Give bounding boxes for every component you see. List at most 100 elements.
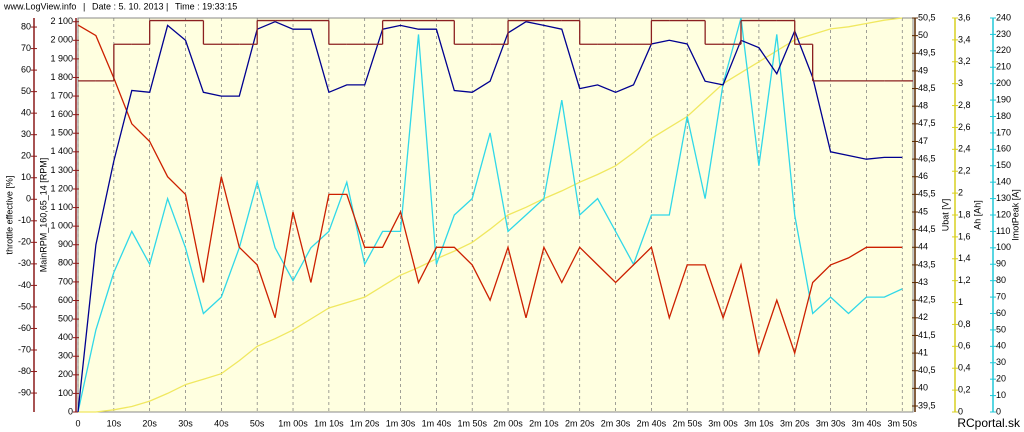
y-tick-label: 60: [996, 308, 1006, 318]
y-tick-label: 10: [996, 390, 1006, 400]
y-tick-label: 47: [918, 136, 928, 146]
y-tick-label: 0,6: [958, 341, 971, 351]
y-tick-label: 2,8: [958, 100, 971, 110]
y-tick-label: 1 100: [50, 202, 73, 212]
y-tick-label: 2 100: [50, 16, 73, 26]
series-line: [77, 17, 903, 413]
x-tick-label: 2m 40s: [637, 418, 667, 428]
y-tick-label: 600: [58, 295, 73, 305]
y-tick-label: 90: [996, 259, 1006, 269]
y-tick-label: 0,8: [958, 319, 971, 329]
y-tick-label: -90: [18, 387, 31, 397]
y-tick-label: 50: [996, 324, 1006, 334]
y-tick-label: 41: [918, 347, 928, 357]
y-tick-label: 0: [996, 406, 1001, 416]
y-tick-label: 1 900: [50, 53, 73, 63]
y-tick-label: 1 600: [50, 109, 73, 119]
y-tick-label: 400: [58, 332, 73, 342]
y-tick-label: 70: [996, 291, 1006, 301]
y-tick-label: 120: [996, 209, 1011, 219]
x-tick-label: 20s: [142, 418, 157, 428]
y-tick-label: 3,2: [958, 56, 971, 66]
y-tick-label: 220: [996, 45, 1011, 55]
y-tick-label: 49: [918, 65, 928, 75]
y-tick-label: 46: [918, 171, 928, 181]
y-tick-label: 10: [21, 172, 31, 182]
y-tick-label: 200: [58, 369, 73, 379]
y-tick-label: -60: [18, 323, 31, 333]
x-tick-label: 1m 40s: [422, 418, 452, 428]
x-tick-label: 10s: [107, 418, 122, 428]
y-tick-label: 48,5: [918, 83, 936, 93]
y-tick-label: 50: [918, 30, 928, 40]
y-tick-label: 0: [68, 406, 73, 416]
y-tick-label: 140: [996, 177, 1011, 187]
y-tick-label: 130: [996, 193, 1011, 203]
plot-area: [77, 17, 914, 413]
y-tick-label: 43: [918, 277, 928, 287]
y-tick-label: 20: [996, 374, 1006, 384]
y-tick-label: 44,5: [918, 224, 936, 234]
x-tick-label: 2m 30s: [601, 418, 631, 428]
y-tick-label: 300: [58, 351, 73, 361]
footer-brand: RCportal.sk: [957, 416, 1021, 430]
y-tick-label: 1 800: [50, 72, 73, 82]
x-tick-label: 2m 50s: [672, 418, 702, 428]
x-tick-label: 40s: [214, 418, 229, 428]
x-tick-label: 30s: [178, 418, 193, 428]
axis-title: Ubat [V]: [940, 199, 950, 232]
y-tick-label: 170: [996, 127, 1011, 137]
y-tick-label: 0: [958, 406, 963, 416]
y-tick-label: -40: [18, 280, 31, 290]
header-date: Date : 5. 10. 2013: [92, 1, 164, 11]
y-tick-label: 800: [58, 258, 73, 268]
y-tick-label: 110: [996, 226, 1010, 236]
y-tick-label: 1,2: [958, 275, 971, 285]
x-tick-label: 0: [75, 418, 80, 428]
y-tick-label: 43,5: [918, 259, 936, 269]
x-tick-label: 1m 20s: [350, 418, 380, 428]
x-tick-label: 3m 00s: [708, 418, 738, 428]
y-tick-label: 46,5: [918, 153, 936, 163]
y-tick-label: 2,6: [958, 122, 971, 132]
header-sep: |: [166, 1, 168, 11]
x-tick-label: 2m 20s: [565, 418, 595, 428]
y-tick-label: 160: [996, 144, 1011, 154]
y-tick-label: -70: [18, 344, 31, 354]
y-tick-label: 80: [21, 21, 31, 31]
x-tick-label: 3m 40s: [852, 418, 882, 428]
x-tick-label: 3m 50s: [887, 418, 917, 428]
y-tick-label: 60: [21, 64, 31, 74]
y-tick-label: 50: [21, 86, 31, 96]
y-tick-label: 700: [58, 276, 73, 286]
y-tick-label: 230: [996, 29, 1011, 39]
y-tick-label: 40: [21, 108, 31, 118]
y-tick-label: 40: [918, 383, 928, 393]
y-tick-label: 45: [918, 206, 928, 216]
x-tick-label: 3m 30s: [816, 418, 846, 428]
y-tick-label: 900: [58, 239, 73, 249]
x-tick-label: 2m 10s: [529, 418, 559, 428]
x-tick-label: 3m 20s: [780, 418, 810, 428]
y-tick-label: 0,2: [958, 384, 971, 394]
axis-title: ImotPeak [A]: [1010, 189, 1020, 241]
x-tick-label: 50s: [250, 418, 265, 428]
y-tick-label: 1,6: [958, 231, 971, 241]
y-tick-label: 48: [918, 101, 928, 111]
y-tick-label: 1,8: [958, 209, 971, 219]
y-tick-label: 70: [21, 43, 31, 53]
y-tick-label: 2,2: [958, 166, 971, 176]
y-tick-label: 1 300: [50, 165, 73, 175]
y-tick-label: -10: [18, 215, 31, 225]
y-tick-label: 41,5: [918, 330, 936, 340]
y-tick-label: 1: [958, 297, 963, 307]
y-tick-label: 45,5: [918, 189, 936, 199]
y-tick-label: 200: [996, 78, 1011, 88]
y-tick-label: 80: [996, 275, 1006, 285]
y-tick-label: 40: [996, 341, 1006, 351]
y-tick-label: 1 700: [50, 90, 73, 100]
axis-title: throttle effective [%]: [4, 176, 14, 255]
axis-title: MainRPM_160,65_14 [RPM]: [38, 158, 48, 273]
y-tick-label: 47,5: [918, 118, 936, 128]
